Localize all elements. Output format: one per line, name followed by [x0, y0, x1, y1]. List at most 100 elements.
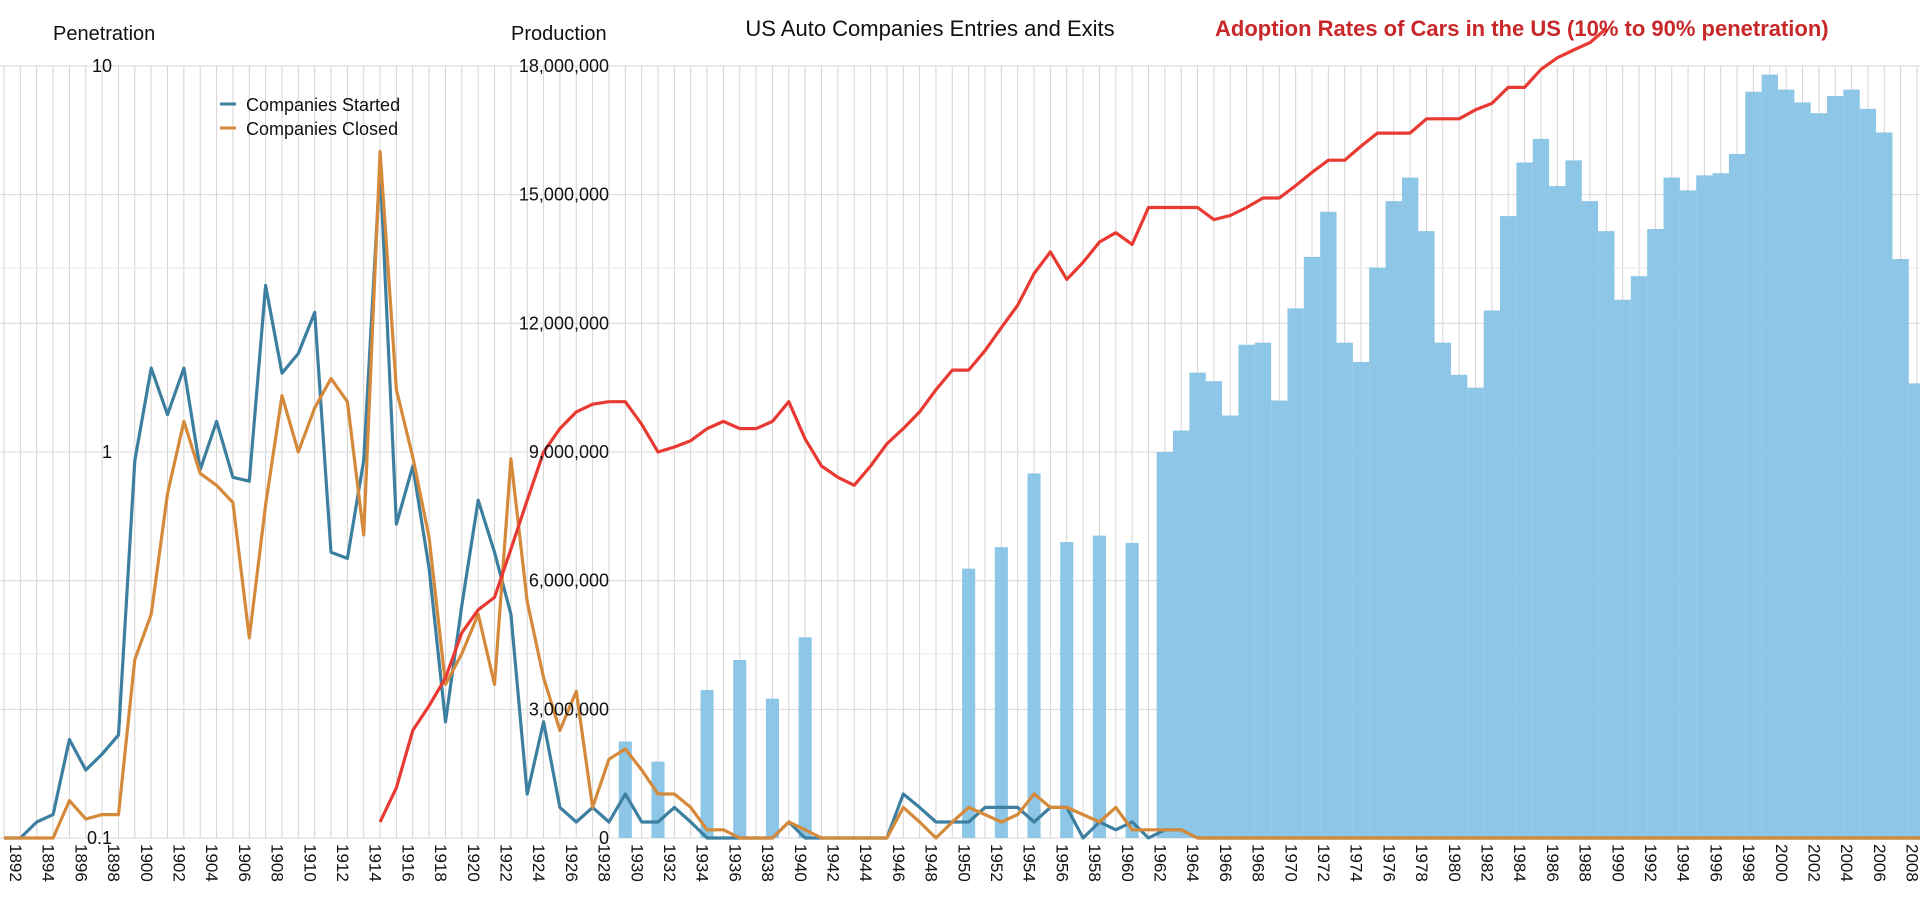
x-tick-label: 1996 [1706, 844, 1725, 882]
production-bar [1745, 91, 1762, 838]
axis-ticks: 10 1 0.1 18,000,000 15,000,000 12,000,000 9,00… [6, 56, 1920, 882]
production-bar [1843, 89, 1860, 839]
chart-subtitle: Adoption Rates of Cars in the US (10% to… [1215, 16, 1829, 41]
production-bar [1581, 201, 1599, 839]
production-bar [1401, 177, 1419, 838]
x-tick-label: 1934 [693, 844, 712, 882]
x-tick-label: 1998 [1739, 844, 1758, 882]
production-bars [618, 74, 1920, 839]
production-bar [1320, 211, 1337, 839]
right-tick-label: 0 [599, 828, 609, 848]
x-tick-label: 1940 [791, 844, 810, 882]
x-tick-label: 1990 [1608, 844, 1627, 882]
x-tick-label: 1922 [497, 844, 516, 882]
x-tick-label: 1904 [202, 844, 221, 882]
x-tick-label: 1964 [1183, 844, 1202, 882]
x-tick-label: 1950 [954, 844, 973, 882]
production-bar [733, 660, 747, 838]
legend-label-closed: Companies Closed [246, 119, 398, 139]
x-tick-label: 1962 [1151, 844, 1170, 882]
x-tick-label: 1952 [987, 844, 1006, 882]
x-tick-label: 1968 [1249, 844, 1268, 882]
right-axis-title: Production [511, 23, 607, 45]
production-bar [1027, 473, 1041, 838]
x-tick-label: 1936 [725, 844, 744, 882]
left-axis-title: Penetration [53, 23, 155, 45]
right-tick-label: 18,000,000 [519, 56, 609, 76]
production-bar [618, 741, 632, 838]
production-bar [1728, 153, 1746, 838]
production-bar [1254, 342, 1272, 838]
production-bar [1173, 430, 1190, 838]
x-tick-label: 1926 [562, 844, 581, 882]
legend-label-started: Companies Started [246, 95, 400, 115]
x-tick-label: 1898 [104, 844, 123, 882]
right-tick-label: 6,000,000 [529, 571, 609, 591]
production-bar [1565, 160, 1582, 838]
x-tick-label: 1924 [529, 844, 548, 882]
production-bar [1679, 190, 1697, 838]
production-bar [1549, 186, 1566, 839]
chart-title: US Auto Companies Entries and Exits [745, 16, 1114, 41]
x-tick-label: 1918 [431, 844, 450, 882]
x-tick-label: 1902 [170, 844, 189, 882]
production-bar [1859, 108, 1877, 838]
production-bar [1092, 535, 1106, 838]
production-bar [1352, 361, 1370, 838]
right-tick-label: 3,000,000 [529, 699, 609, 719]
production-bar [1418, 231, 1435, 839]
production-bar [651, 761, 665, 838]
production-bar [1434, 342, 1451, 838]
x-tick-label: 1942 [824, 844, 843, 882]
production-bar [1696, 175, 1713, 838]
x-tick-label: 1982 [1478, 844, 1497, 882]
x-tick-label: 1986 [1543, 844, 1562, 882]
x-tick-label: 1994 [1674, 844, 1693, 882]
left-tick-label: 0.1 [87, 828, 112, 848]
x-tick-label: 1900 [137, 844, 156, 882]
production-bar [1369, 267, 1386, 839]
production-bar [1450, 374, 1468, 838]
x-tick-label: 2006 [1870, 844, 1889, 882]
x-tick-label: 1930 [627, 844, 646, 882]
production-bar [1271, 400, 1288, 838]
production-bar [1189, 372, 1206, 838]
x-tick-label: 1958 [1085, 844, 1104, 882]
x-tick-label: 1944 [856, 844, 875, 882]
x-tick-label: 2004 [1837, 844, 1856, 882]
production-bar [1303, 256, 1321, 838]
x-tick-label: 1976 [1379, 844, 1398, 882]
x-tick-label: 2000 [1772, 844, 1791, 882]
x-tick-label: 1908 [268, 844, 287, 882]
x-tick-label: 1912 [333, 844, 352, 882]
right-tick-label: 15,000,000 [519, 185, 609, 205]
x-tick-label: 1954 [1020, 844, 1039, 882]
x-tick-label: 1948 [922, 844, 941, 882]
production-bar [994, 547, 1008, 838]
production-bar [1483, 310, 1501, 838]
production-bar [1810, 113, 1828, 838]
production-bar [1712, 173, 1729, 838]
production-bar [700, 690, 714, 838]
production-bar [1467, 387, 1484, 838]
x-tick-label: 1978 [1412, 844, 1431, 882]
production-bar [1060, 542, 1074, 838]
production-bar [1630, 276, 1648, 839]
production-bar [1876, 132, 1893, 838]
x-tick-label: 1946 [889, 844, 908, 882]
x-tick-label: 1980 [1445, 844, 1464, 882]
production-bar [1614, 299, 1631, 838]
production-bar [1777, 89, 1795, 839]
production-bar [1385, 201, 1402, 839]
x-tick-label: 1892 [6, 844, 25, 882]
production-bar [1222, 415, 1239, 838]
production-bar [1761, 74, 1778, 839]
x-tick-label: 1910 [300, 844, 319, 882]
production-bar [1908, 383, 1920, 838]
production-bar [1516, 162, 1533, 838]
left-tick-label: 1 [102, 442, 112, 462]
production-bar [798, 637, 812, 838]
x-tick-label: 1932 [660, 844, 679, 882]
x-tick-label: 1928 [595, 844, 614, 882]
production-bar [1892, 259, 1909, 838]
